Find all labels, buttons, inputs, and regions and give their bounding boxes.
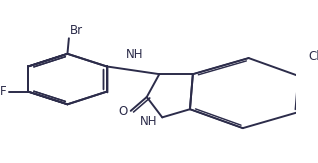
Text: NH: NH xyxy=(126,48,143,61)
Text: NH: NH xyxy=(140,115,158,128)
Text: Br: Br xyxy=(70,24,83,37)
Text: O: O xyxy=(118,105,127,118)
Text: Cl: Cl xyxy=(308,50,318,63)
Text: F: F xyxy=(0,85,7,98)
